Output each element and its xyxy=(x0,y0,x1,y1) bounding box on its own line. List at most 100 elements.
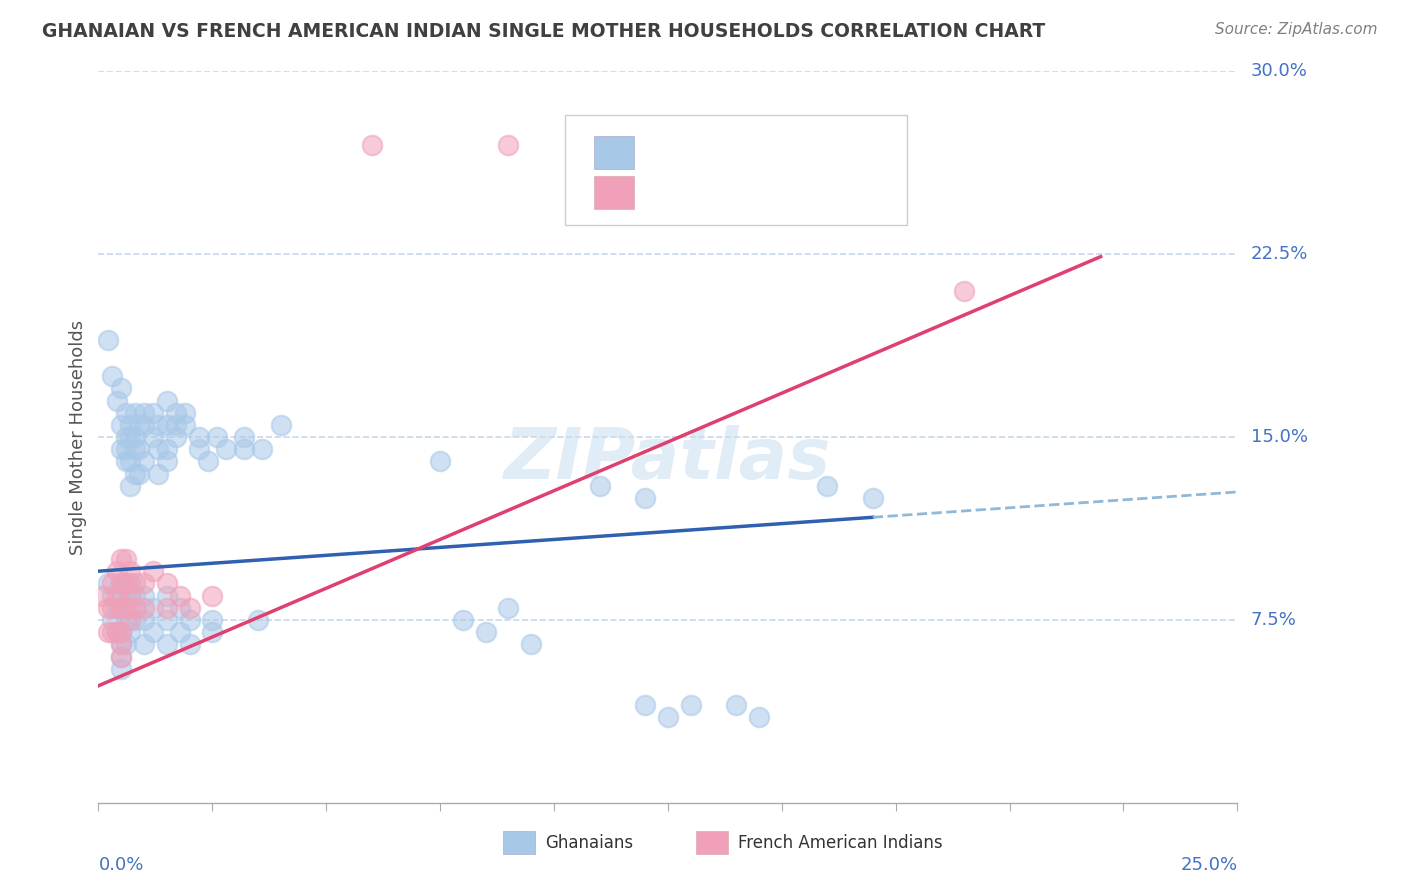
Point xyxy=(156,454,179,468)
Point xyxy=(124,613,146,627)
Point xyxy=(679,698,702,713)
Point xyxy=(110,662,132,676)
Point xyxy=(120,454,142,468)
Point xyxy=(165,430,187,444)
Point xyxy=(114,581,136,595)
Point xyxy=(252,442,274,457)
Point xyxy=(124,589,146,603)
Point xyxy=(124,576,146,591)
Point xyxy=(105,393,128,408)
Point xyxy=(120,589,142,603)
Point xyxy=(128,467,150,481)
Point xyxy=(474,625,496,640)
Point xyxy=(91,589,114,603)
Point xyxy=(201,613,224,627)
Point xyxy=(725,698,748,713)
Point xyxy=(101,625,124,640)
Point xyxy=(132,576,155,591)
Point xyxy=(174,406,197,420)
Text: GHANAIAN VS FRENCH AMERICAN INDIAN SINGLE MOTHER HOUSEHOLDS CORRELATION CHART: GHANAIAN VS FRENCH AMERICAN INDIAN SINGL… xyxy=(42,22,1046,41)
Point xyxy=(205,430,228,444)
Point xyxy=(132,600,155,615)
Point xyxy=(156,589,179,603)
Point xyxy=(953,284,976,298)
Point xyxy=(634,491,657,505)
Text: Source: ZipAtlas.com: Source: ZipAtlas.com xyxy=(1215,22,1378,37)
Point xyxy=(862,491,884,505)
Point xyxy=(142,564,165,578)
Point xyxy=(114,454,136,468)
Point xyxy=(96,625,118,640)
Point xyxy=(142,430,165,444)
Text: 30.0%: 30.0% xyxy=(1251,62,1308,80)
Point xyxy=(156,442,179,457)
Point xyxy=(110,417,132,432)
Point xyxy=(101,613,124,627)
FancyBboxPatch shape xyxy=(565,115,907,225)
Text: French American Indians: French American Indians xyxy=(738,834,943,852)
Point xyxy=(110,600,132,615)
Point xyxy=(128,417,150,432)
Point xyxy=(270,417,292,432)
Point xyxy=(96,333,118,347)
Point xyxy=(201,625,224,640)
FancyBboxPatch shape xyxy=(593,136,634,169)
Point xyxy=(156,417,179,432)
Point xyxy=(110,625,132,640)
Point xyxy=(169,589,191,603)
Point xyxy=(120,625,142,640)
Text: 7.5%: 7.5% xyxy=(1251,611,1296,629)
Point xyxy=(187,430,209,444)
Point xyxy=(110,442,132,457)
Point xyxy=(156,600,179,615)
Point xyxy=(110,600,132,615)
Point xyxy=(142,600,165,615)
Point xyxy=(114,430,136,444)
Point xyxy=(146,417,169,432)
Point xyxy=(105,625,128,640)
Point xyxy=(120,613,142,627)
Text: R = 0.057   N = 78: R = 0.057 N = 78 xyxy=(647,141,832,160)
Point xyxy=(114,552,136,566)
Point xyxy=(197,454,219,468)
Y-axis label: Single Mother Households: Single Mother Households xyxy=(69,319,87,555)
Point xyxy=(451,613,474,627)
Point xyxy=(132,637,155,651)
Point xyxy=(124,442,146,457)
Point xyxy=(215,442,238,457)
Point xyxy=(110,637,132,651)
Point xyxy=(132,406,155,420)
Point xyxy=(498,600,520,615)
Point xyxy=(120,600,142,615)
Point xyxy=(179,637,201,651)
Point xyxy=(498,137,520,152)
Point xyxy=(748,710,770,724)
Point xyxy=(146,467,169,481)
Point xyxy=(634,698,657,713)
Point xyxy=(156,576,179,591)
Point xyxy=(132,417,155,432)
Point xyxy=(815,479,838,493)
Point xyxy=(101,589,124,603)
Point xyxy=(657,710,679,724)
Text: R = 0.497   N = 32: R = 0.497 N = 32 xyxy=(647,183,832,202)
Point xyxy=(429,454,451,468)
Point xyxy=(124,600,146,615)
Point xyxy=(132,613,155,627)
Point xyxy=(101,576,124,591)
Point xyxy=(114,442,136,457)
Point xyxy=(520,637,543,651)
Point xyxy=(101,369,124,384)
Point xyxy=(110,649,132,664)
Point xyxy=(101,600,124,615)
Point xyxy=(187,442,209,457)
Point xyxy=(124,467,146,481)
Point xyxy=(110,381,132,395)
Point xyxy=(105,564,128,578)
Point xyxy=(156,393,179,408)
Point xyxy=(132,589,155,603)
Point xyxy=(114,576,136,591)
Point xyxy=(105,589,128,603)
Point xyxy=(110,576,132,591)
Text: 0.0%: 0.0% xyxy=(98,856,143,874)
